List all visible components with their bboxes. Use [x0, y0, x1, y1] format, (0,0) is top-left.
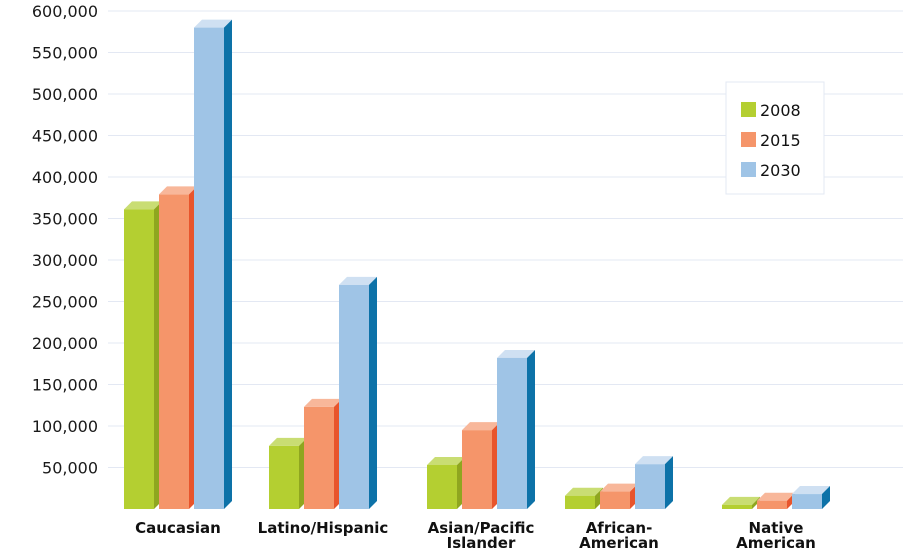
bar-2030-3: [635, 456, 673, 509]
bar-front: [339, 284, 369, 509]
bar-2015-3: [600, 483, 638, 509]
grid-lines: [108, 10, 903, 468]
bar-front: [722, 504, 752, 509]
bar-2015-1: [304, 398, 342, 509]
bar-top: [497, 349, 535, 358]
bar-2030-0: [194, 19, 232, 509]
bar-2030-2: [497, 349, 535, 509]
y-tick-label: 100,000: [32, 417, 98, 436]
category-label: Asian/Pacific: [428, 519, 535, 537]
legend-label-2008: 2008: [760, 101, 801, 120]
category-label: American: [736, 534, 816, 552]
bar-top: [600, 483, 638, 492]
legend-swatch-2030: [741, 162, 756, 177]
bars: [124, 19, 830, 509]
bar-top: [339, 276, 377, 285]
legend-label-2030: 2030: [760, 161, 801, 180]
bar-front: [124, 209, 154, 509]
y-tick-label: 500,000: [32, 85, 98, 104]
bar-top: [792, 486, 830, 495]
bar-top: [565, 487, 603, 496]
bar-side: [822, 486, 830, 509]
y-tick-label: 150,000: [32, 376, 98, 395]
y-tick-label: 450,000: [32, 127, 98, 146]
bar-2008-2: [427, 457, 465, 509]
y-tick-label: 250,000: [32, 293, 98, 312]
bar-2008-1: [269, 437, 307, 509]
bar-2008-0: [124, 201, 162, 509]
category-label: African-: [586, 519, 653, 537]
bar-2015-4: [757, 492, 795, 509]
bar-front: [427, 465, 457, 509]
category-label: American: [579, 534, 659, 552]
bar-side: [527, 349, 535, 509]
category-label: Caucasian: [135, 519, 221, 537]
y-tick-label: 350,000: [32, 210, 98, 229]
category-label: Islander: [447, 534, 516, 552]
bar-top: [124, 201, 162, 210]
bar-top: [194, 19, 232, 28]
y-tick-label: 300,000: [32, 251, 98, 270]
bar-2008-4: [722, 496, 760, 509]
bar-top: [757, 492, 795, 501]
bar-front: [462, 430, 492, 509]
bar-2030-4: [792, 486, 830, 509]
bar-top: [462, 422, 500, 431]
bar-2015-2: [462, 422, 500, 509]
y-tick-label: 400,000: [32, 168, 98, 187]
bar-top: [304, 398, 342, 407]
bar-front: [497, 357, 527, 509]
bar-top: [722, 496, 760, 505]
bar-side: [369, 276, 377, 509]
category-label: Latino/Hispanic: [258, 519, 389, 537]
bar-front: [565, 495, 595, 509]
legend-swatch-2008: [741, 102, 756, 117]
legend: 2008 2015 2030: [725, 81, 825, 195]
bar-front: [635, 464, 665, 509]
legend-swatch-2015: [741, 132, 756, 147]
bar-2015-0: [159, 186, 197, 509]
y-axis-tick-labels: 600,000 550,000 500,000 450,000 400,000 350,0…: [32, 2, 98, 478]
bar-front: [159, 194, 189, 509]
bar-2030-1: [339, 276, 377, 509]
bar-side: [224, 19, 232, 509]
bar-front: [194, 27, 224, 509]
y-tick-label: 600,000: [32, 2, 98, 21]
y-tick-label: 200,000: [32, 334, 98, 353]
y-tick-label: 550,000: [32, 44, 98, 63]
y-tick-label: 50,000: [42, 459, 98, 478]
bar-top: [269, 437, 307, 446]
bar-2008-3: [565, 487, 603, 509]
bar-top: [159, 186, 197, 195]
bar-front: [757, 500, 787, 509]
bar-top: [635, 456, 673, 465]
category-label: Native: [749, 519, 804, 537]
bar-front: [304, 406, 334, 509]
x-axis-category-labels: Caucasian Latino/Hispanic Asian/PacificIsl…: [135, 519, 816, 552]
bar-top: [427, 457, 465, 466]
bar-front: [792, 494, 822, 509]
legend-label-2015: 2015: [760, 131, 801, 150]
bar-front: [269, 445, 299, 509]
bar-front: [600, 491, 630, 509]
bar-side: [665, 456, 673, 509]
